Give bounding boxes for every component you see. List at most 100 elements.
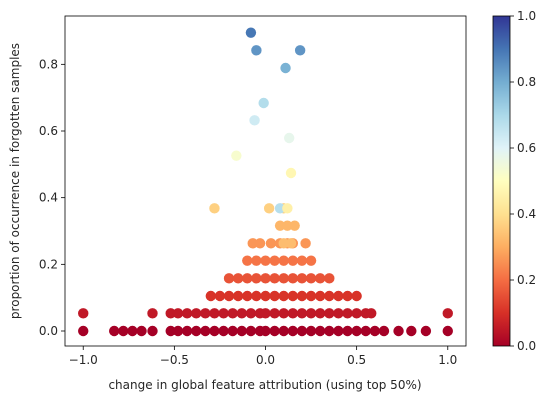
data-point <box>236 325 248 337</box>
data-points <box>78 27 453 337</box>
data-point <box>172 308 184 319</box>
colorbar-tick-label: 1.0 <box>517 9 536 23</box>
y-axis-ticks: 0.0 0.2 0.4 0.6 0.8 <box>39 57 65 338</box>
data-point <box>351 308 362 319</box>
data-point <box>287 308 299 319</box>
data-point <box>420 325 432 337</box>
data-point <box>282 203 293 214</box>
data-point <box>136 325 147 337</box>
data-point <box>406 325 417 337</box>
y-tick-label: 0.0 <box>39 324 58 338</box>
data-point <box>242 255 253 266</box>
colorbar <box>492 15 511 347</box>
data-point <box>165 325 176 337</box>
data-point <box>296 255 308 266</box>
data-point <box>324 273 335 284</box>
x-tick-label: 0.0 <box>256 353 275 367</box>
data-point <box>351 325 362 337</box>
data-point <box>245 325 257 337</box>
data-point <box>245 27 257 38</box>
data-point <box>342 325 353 337</box>
data-point <box>200 308 211 319</box>
data-point <box>109 325 120 337</box>
data-point <box>181 308 193 319</box>
data-point <box>442 325 453 337</box>
x-tick-label: −1.0 <box>69 353 98 367</box>
data-point <box>209 308 220 319</box>
data-point <box>278 290 289 302</box>
data-point <box>287 290 299 302</box>
data-point <box>127 325 138 337</box>
data-point <box>269 273 280 284</box>
data-point <box>209 325 220 337</box>
data-point <box>282 220 293 231</box>
data-point <box>251 255 262 266</box>
x-tick-label: 1.0 <box>438 353 457 367</box>
data-point <box>296 325 308 337</box>
data-point <box>342 308 353 319</box>
data-point <box>305 308 317 319</box>
data-point <box>260 255 271 266</box>
data-point <box>254 238 266 249</box>
colorbar-tick-label: 0.0 <box>517 339 536 353</box>
data-point <box>314 308 326 319</box>
colorbar-tick-label: 0.8 <box>517 75 536 89</box>
data-point <box>147 308 158 319</box>
data-point <box>305 290 317 302</box>
data-point <box>232 273 244 284</box>
data-point <box>289 220 300 231</box>
data-point <box>378 325 390 337</box>
data-point <box>249 115 260 126</box>
data-point <box>269 308 280 319</box>
data-point <box>360 325 371 337</box>
data-point <box>236 308 248 319</box>
data-point <box>269 325 280 337</box>
x-axis-ticks: −1.0 −0.5 0.0 0.5 1.0 <box>69 346 457 367</box>
y-tick-label: 0.6 <box>39 124 58 138</box>
data-point <box>324 290 335 302</box>
data-point <box>118 325 129 337</box>
data-point <box>263 203 275 214</box>
data-point <box>280 62 291 74</box>
data-point <box>369 325 381 337</box>
data-point <box>305 255 317 266</box>
data-point <box>285 238 297 249</box>
data-point <box>251 45 262 56</box>
data-point <box>218 325 229 337</box>
data-point <box>78 308 89 319</box>
data-point <box>269 255 280 266</box>
data-point <box>218 308 229 319</box>
data-point <box>351 290 362 302</box>
y-tick-label: 0.4 <box>39 191 58 205</box>
y-axis-label: proportion of occurrence in forgotten sa… <box>8 43 22 319</box>
data-point <box>274 203 286 214</box>
data-point <box>278 325 289 337</box>
data-point <box>294 45 306 56</box>
data-point <box>260 290 271 302</box>
y-tick-label: 0.2 <box>39 257 58 271</box>
data-point <box>181 325 193 337</box>
data-point <box>227 325 238 337</box>
y-tick-label: 0.8 <box>39 57 58 71</box>
data-point <box>227 308 238 319</box>
data-point <box>287 273 299 284</box>
data-point <box>296 273 308 284</box>
data-point <box>251 290 262 302</box>
x-axis-label: change in global feature attribution (us… <box>108 378 421 392</box>
data-point <box>324 308 335 319</box>
data-point <box>333 308 344 319</box>
data-point <box>285 167 297 179</box>
data-point <box>223 290 235 302</box>
data-point <box>147 325 158 337</box>
data-point <box>200 325 211 337</box>
data-point <box>300 238 311 249</box>
data-point <box>245 308 257 319</box>
data-point <box>172 325 184 337</box>
data-point <box>231 150 242 161</box>
data-point <box>442 308 453 319</box>
data-point <box>333 290 344 302</box>
data-point <box>278 273 289 284</box>
data-point <box>305 325 317 337</box>
data-point <box>232 290 244 302</box>
